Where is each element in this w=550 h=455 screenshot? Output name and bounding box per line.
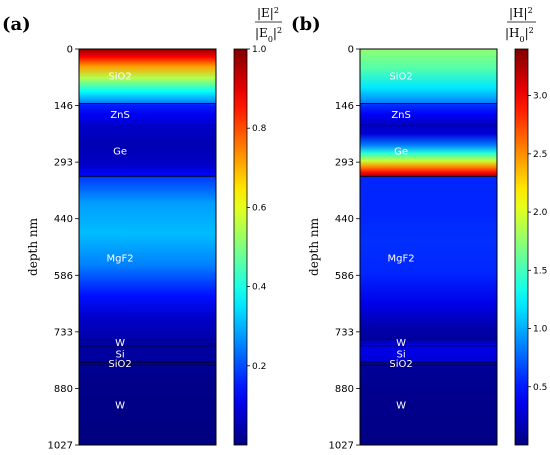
colorbar-tick-label: 0.5 [533,383,547,393]
y-axis-ticks-b: 0 146 293 440 586 733 880 1027 [329,45,360,452]
y-tick-label: 1027 [329,441,354,452]
colorbar-b-label-den: |H0|2 [505,26,534,44]
y-tick-label: 0 [67,45,73,56]
layer-label: Ge [394,146,408,157]
y-tick-label: 440 [54,214,73,225]
colorbar-tick-label: 2.5 [533,150,547,160]
y-tick-label: 586 [54,271,73,282]
y-tick-label: 733 [335,327,354,338]
heatmap-b-frame [359,48,498,446]
colorbar-tick-label: 1.5 [533,266,547,276]
layer-label: Ge [113,146,127,157]
colorbar-b-label: |H|2 |H0|2 [505,6,536,44]
y-tick-label: 880 [54,384,73,395]
y-tick-label: 880 [335,384,354,395]
colorbar-b: 0.5 1.0 1.5 2.0 2.5 3.0 |H|2 |H0|2 [505,6,548,446]
layer-label: SiO2 [108,359,131,370]
colorbar-tick-label: 1.0 [533,325,548,335]
panel-b-tag: (b) [291,14,321,35]
colorbar-tick-label: 2.0 [533,208,548,218]
colorbar-tick-label: 0.4 [252,283,267,293]
colorbar-a-bar [233,48,248,446]
layer-label: MgF2 [388,253,415,264]
panel-a-tag: (a) [2,14,31,35]
layer-label: W [115,338,125,349]
y-axis-label-a: depth nm [26,217,40,276]
y-tick-label: 146 [335,101,354,112]
colorbar-tick-label: 0.2 [252,362,266,372]
heatmap-a [79,49,216,445]
y-tick-label: 293 [54,158,73,169]
colorbar-a-label: |E|2 |E0|2 [255,6,282,44]
layer-boundaries-b [360,102,497,366]
layer-label: SiO2 [108,72,131,83]
layer-label: ZnS [110,110,130,121]
colorbar-b-bar [514,48,529,446]
layer-label: Si [397,350,406,361]
layer-label: W [115,401,125,412]
heatmap-b [360,49,497,445]
layer-label: Si [116,350,125,361]
colorbar-a-label-num: |E|2 [257,6,279,21]
colorbar-a-ticks: 0.2 0.4 0.6 0.8 1.0 [247,45,267,372]
layer-boundaries-a [79,102,216,366]
layer-label: MgF2 [107,253,134,264]
colorbar-tick-label: 0.6 [252,203,267,213]
colorbar-tick-label: 1.0 [252,45,267,55]
colorbar-b-label-num: |H|2 [509,6,533,21]
y-axis-label-b: depth nm [307,217,321,276]
layer-label: W [396,401,406,412]
colorbar-b-ticks: 0.5 1.0 1.5 2.0 2.5 3.0 [528,92,548,393]
y-tick-label: 1027 [48,441,73,452]
y-axis-ticks-a: 0 146 293 440 586 733 880 1027 [48,45,79,452]
y-tick-label: 146 [54,101,73,112]
y-tick-label: 586 [335,271,354,282]
layer-label: SiO2 [389,359,412,370]
colorbar-tick-label: 0.8 [252,124,267,134]
layer-label: ZnS [391,110,411,121]
y-tick-label: 0 [348,45,354,56]
y-tick-label: 293 [335,158,354,169]
y-tick-label: 733 [54,327,73,338]
layer-label: SiO2 [389,72,412,83]
colorbar-tick-label: 3.0 [533,92,548,102]
layer-label: W [396,338,406,349]
colorbar-a: 0.2 0.4 0.6 0.8 1.0 |E|2 |E0|2 [233,6,282,446]
heatmap-a-frame [78,48,217,446]
y-tick-label: 440 [335,214,354,225]
colorbar-a-label-den: |E0|2 [255,26,282,44]
